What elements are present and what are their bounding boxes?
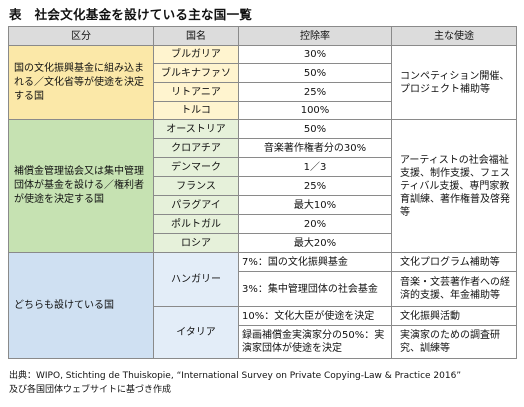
rate-cell: 音楽著作権者分の30% <box>238 138 392 158</box>
source-line-2: 及び各国団体ウェブサイトに基づき作成 <box>9 385 172 395</box>
purpose-cell: アーティストの社会福祉支援、制作支援、フェスティバル支援、専門家教育訓練、著作権… <box>391 119 517 253</box>
rate-cell: 10%：文化大臣が使途を決定 <box>238 306 392 326</box>
rate-cell: 30% <box>238 45 392 64</box>
rate-cell: 録画補償金実演家分の50%：実演家団体が使途を決定 <box>238 325 392 359</box>
table-row: ブルキナファソ 50% <box>9 63 517 83</box>
rate-cell: 最大20% <box>238 233 392 253</box>
rate-cell: 7%：国の文化振興基金 <box>238 252 392 272</box>
table-header-row: 区分 国名 控除率 主な使途 <box>8 26 517 46</box>
country-cell: トルコ <box>153 101 239 120</box>
category-cell: 国の文化振興基金に組み込まれる／文化省等が使途を決定する国 <box>8 45 154 120</box>
table-row: 録画補償金実演家分の50%：実演家団体が使途を決定 実演家のための調査研究、訓練… <box>9 325 517 359</box>
country-cell: ブルキナファソ <box>153 63 239 83</box>
page-title: 表 社会文化基金を設けている主な国一覧 <box>9 7 253 22</box>
purpose-cell: 実演家のための調査研究、訓練等 <box>391 325 517 359</box>
rate-cell: 100% <box>238 101 392 120</box>
header-rate: 控除率 <box>238 26 392 46</box>
header-country: 国名 <box>153 26 239 46</box>
rate-cell: 50% <box>238 63 392 83</box>
rate-cell: 20% <box>238 214 392 234</box>
table-row: リトアニア 25% <box>9 82 517 102</box>
table-row: クロアチア 音楽著作権者分の30% <box>9 138 517 158</box>
table-row: 補償金管理協会又は集中管理団体が基金を設ける／権利者が使途を決定する国 オースト… <box>8 119 517 253</box>
header-purpose: 主な使途 <box>391 26 517 46</box>
table-row: イタリア 10%：文化大臣が使途を決定 文化振興活動 <box>9 306 517 359</box>
country-cell: フランス <box>153 176 239 196</box>
purpose-cell: 音楽・文芸著作者への経済的支援、年金補助等 <box>391 271 517 307</box>
header-category: 区分 <box>8 26 154 46</box>
table-row: 国の文化振興基金に組み込まれる／文化省等が使途を決定する国 ブルガリア 30% … <box>8 45 517 120</box>
country-cell: ポルトガル <box>153 214 239 234</box>
social-cultural-fund-table: 区分 国名 控除率 主な使途 国の文化振興基金に組み込まれる／文化省等が使途を決… <box>8 26 517 359</box>
rate-cell: 25% <box>238 176 392 196</box>
country-cell: パラグアイ <box>153 195 239 215</box>
country-cell: クロアチア <box>153 138 239 158</box>
table-row: トルコ 100% <box>9 101 517 120</box>
source-note: 出典：WIPO, Stichting de Thuiskopie, “Inter… <box>9 369 517 397</box>
country-cell: リトアニア <box>153 82 239 102</box>
purpose-cell: コンペティション開催、プロジェクト補助等 <box>391 45 517 120</box>
purpose-cell: 文化プログラム補助等 <box>391 252 517 272</box>
purpose-cell: 文化振興活動 <box>391 306 517 326</box>
table-row: どちらも設けている国 ハンガリー 7%：国の文化振興基金 文化プログラム補助等 <box>8 252 517 359</box>
country-cell: デンマーク <box>153 157 239 177</box>
table-row: デンマーク 1／3 <box>9 157 517 177</box>
country-cell: ブルガリア <box>153 45 239 64</box>
rate-cell: 1／3 <box>238 157 392 177</box>
table-row: パラグアイ 最大10% <box>9 195 517 215</box>
rate-cell: 50% <box>238 119 392 139</box>
rate-cell: 最大10% <box>238 195 392 215</box>
table-row: 3%：集中管理団体の社会基金 音楽・文芸著作者への経済的支援、年金補助等 <box>9 271 517 307</box>
source-line-1: 出典：WIPO, Stichting de Thuiskopie, “Inter… <box>9 371 462 381</box>
country-cell: オーストリア <box>153 119 239 139</box>
country-cell: イタリア <box>153 306 239 359</box>
rate-cell: 3%：集中管理団体の社会基金 <box>238 271 392 307</box>
country-cell: ロシア <box>153 233 239 253</box>
category-cell: どちらも設けている国 <box>8 252 154 359</box>
category-cell: 補償金管理協会又は集中管理団体が基金を設ける／権利者が使途を決定する国 <box>8 119 154 253</box>
rate-cell: 25% <box>238 82 392 102</box>
country-cell: ハンガリー <box>153 252 239 307</box>
